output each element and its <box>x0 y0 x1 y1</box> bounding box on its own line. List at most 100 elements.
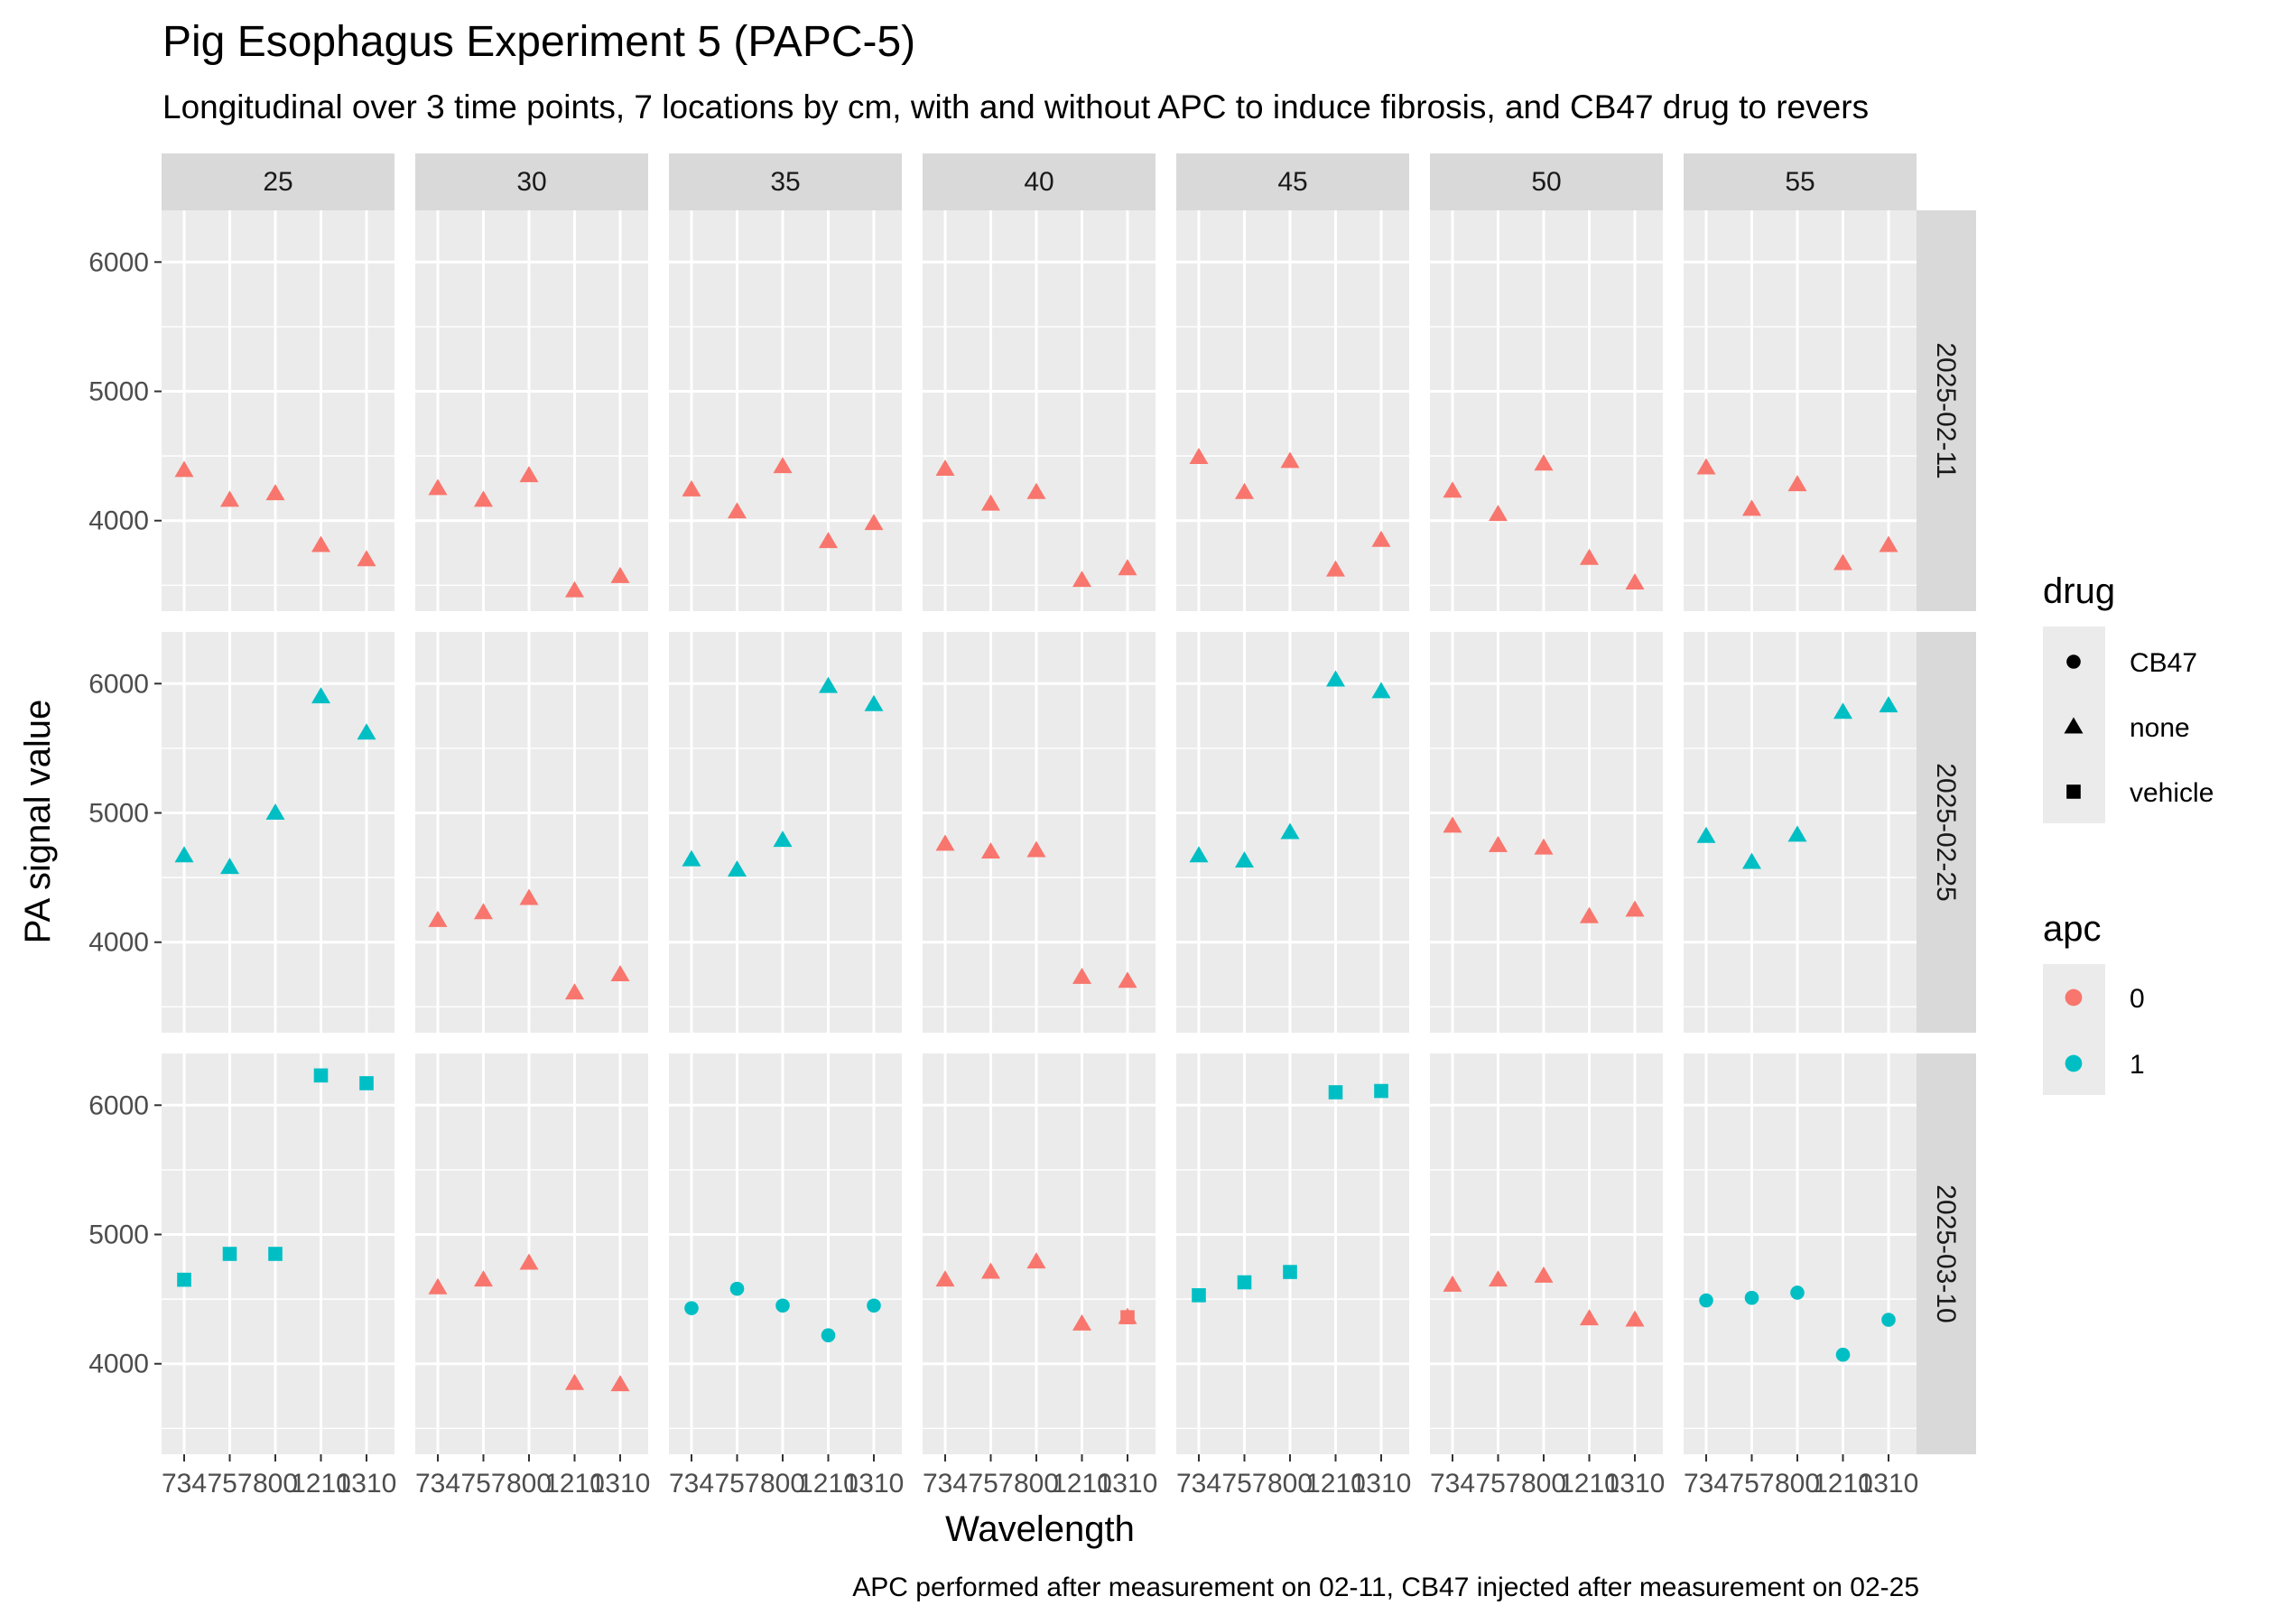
data-point <box>1696 458 1716 475</box>
data-point <box>1189 846 1209 863</box>
data-point <box>1534 838 1554 855</box>
x-tick-label: 734 <box>1684 1469 1729 1499</box>
panel-background <box>923 632 1156 1033</box>
x-tick-label: 757 <box>968 1469 1013 1499</box>
data-point <box>1280 451 1300 469</box>
data-point <box>1625 900 1645 917</box>
data-point <box>1443 1275 1462 1292</box>
data-point <box>1534 454 1554 471</box>
data-point <box>1072 967 1091 984</box>
data-point <box>773 457 793 474</box>
legend-label-drug: vehicle <box>2130 778 2214 808</box>
panel-background <box>1430 1053 1663 1454</box>
legend-label-drug: CB47 <box>2130 648 2197 678</box>
data-point <box>565 1373 584 1390</box>
y-tick-label: 4000 <box>88 928 149 958</box>
data-point <box>174 460 194 478</box>
data-point <box>1026 840 1046 858</box>
panel-background <box>923 1053 1156 1454</box>
data-points <box>174 448 1898 1392</box>
legend-key-apc <box>2065 988 2083 1007</box>
data-point <box>981 841 1000 858</box>
data-point <box>1326 670 1345 687</box>
data-point <box>1371 530 1391 547</box>
facet-strip-col <box>415 153 648 210</box>
data-point <box>428 910 448 927</box>
panel-background <box>1176 1053 1409 1454</box>
facet-strip-col-label: 50 <box>1531 167 1561 197</box>
data-point <box>819 532 838 549</box>
data-point <box>1744 1290 1759 1305</box>
facet-panel <box>162 210 394 611</box>
data-point <box>1534 1266 1554 1283</box>
facet-panel <box>162 632 394 1033</box>
data-point <box>1328 1085 1343 1100</box>
data-point <box>610 566 630 583</box>
legend-key-drug <box>2064 717 2084 734</box>
legend-label-drug: none <box>2130 713 2190 743</box>
facet-strip-col-label: 35 <box>770 167 800 197</box>
chart-caption: APC performed after measurement on 02-11… <box>852 1573 1919 1602</box>
data-point <box>867 1298 881 1313</box>
data-point <box>268 1247 283 1261</box>
facet-panel <box>1176 210 1409 611</box>
data-point <box>311 535 330 552</box>
x-tick-label: 757 <box>1729 1469 1774 1499</box>
x-tick-label: 1210 <box>798 1469 859 1499</box>
y-tick-label: 4000 <box>88 1350 149 1379</box>
x-tick-label: 1310 <box>337 1469 397 1499</box>
x-tick-label: 1210 <box>1052 1469 1112 1499</box>
data-point <box>935 834 955 851</box>
data-point <box>220 858 239 875</box>
x-tick-label: 800 <box>760 1469 805 1499</box>
data-point <box>1280 822 1300 840</box>
data-point <box>174 846 194 863</box>
legend-title-apc: apc <box>2043 909 2102 949</box>
x-tick-label: 800 <box>506 1469 552 1499</box>
data-point <box>1835 1347 1851 1362</box>
data-point <box>474 903 493 920</box>
data-point <box>519 1253 539 1270</box>
facet-panel <box>1430 632 1663 1033</box>
data-point <box>610 965 630 982</box>
data-point <box>428 1277 448 1295</box>
facet-panel <box>923 1053 1156 1454</box>
facet-panel <box>669 210 902 611</box>
facet-panel <box>1176 1053 1409 1454</box>
x-tick-label: 1210 <box>291 1469 351 1499</box>
data-point <box>1625 572 1645 589</box>
x-tick-label: 757 <box>1221 1469 1267 1499</box>
data-point <box>981 494 1000 511</box>
data-point <box>1118 559 1137 576</box>
data-point <box>728 502 747 519</box>
x-tick-label: 734 <box>923 1469 968 1499</box>
data-point <box>519 888 539 905</box>
data-point <box>1787 475 1807 492</box>
panel-background <box>923 210 1156 611</box>
data-point <box>1580 1309 1599 1326</box>
y-tick-label: 6000 <box>88 669 149 699</box>
data-point <box>222 1247 237 1261</box>
data-point <box>1192 1288 1206 1303</box>
x-tick-label: 800 <box>1267 1469 1313 1499</box>
data-point <box>1625 1310 1645 1327</box>
data-point <box>265 484 285 501</box>
data-point <box>684 1301 699 1315</box>
y-tick-label: 5000 <box>88 377 149 407</box>
facet-strip-col <box>1430 153 1663 210</box>
data-point <box>220 490 239 507</box>
x-tick-label: 757 <box>207 1469 252 1499</box>
panel-background <box>162 632 394 1033</box>
data-point <box>1235 851 1254 868</box>
panel-background <box>1684 210 1917 611</box>
data-point <box>1443 816 1462 833</box>
chart-title: Pig Esophagus Experiment 5 (PAPC-5) <box>162 18 915 66</box>
facet-panel <box>1176 632 1409 1033</box>
y-tick-label: 6000 <box>88 247 149 277</box>
x-tick-label: 1210 <box>1305 1469 1366 1499</box>
facet-strip-col <box>1176 153 1409 210</box>
data-point <box>1790 1285 1805 1300</box>
data-point <box>1833 702 1852 719</box>
data-point <box>1235 482 1254 499</box>
